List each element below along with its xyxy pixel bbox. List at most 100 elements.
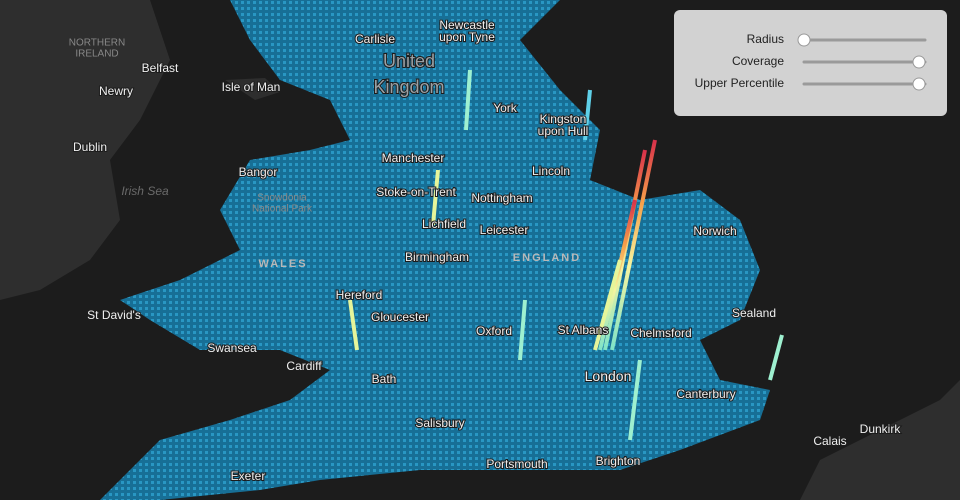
- label-line: Snowdonia: [257, 192, 307, 203]
- label-line: Brighton: [596, 454, 641, 468]
- place-label: Lichfield: [422, 217, 466, 231]
- place-label: Hereford: [336, 288, 383, 302]
- label-line: Bangor: [239, 165, 278, 179]
- label-line: Calais: [813, 434, 846, 448]
- label-line: Hereford: [336, 288, 383, 302]
- label-line: Dunkirk: [860, 422, 902, 436]
- label-line: Kingston: [540, 112, 587, 126]
- label-line: London: [585, 368, 632, 384]
- place-label: Canterbury: [676, 387, 735, 401]
- place-label: United Kingdom: [373, 51, 444, 97]
- label-line: NORTHERN: [69, 37, 125, 48]
- label-line: Stoke-on-Trent: [376, 185, 456, 199]
- place-label: Leicester: [480, 223, 529, 237]
- label-line: Cardiff: [286, 359, 322, 373]
- place-label: Sealand: [732, 306, 776, 320]
- place-label: Lincoln: [532, 164, 570, 178]
- place-label: London: [585, 368, 632, 384]
- place-label: Newry: [99, 84, 133, 98]
- label-line: Oxford: [476, 324, 512, 338]
- column: [768, 334, 784, 381]
- label-line: Canterbury: [676, 387, 735, 401]
- place-label: Dunkirk: [860, 422, 902, 436]
- place-label: Bangor: [239, 165, 278, 179]
- column: [593, 259, 622, 351]
- place-label: St Albans: [558, 323, 609, 337]
- label-line: United: [383, 51, 435, 71]
- place-label: WALES: [258, 258, 307, 270]
- label-line: Chelmsford: [630, 326, 691, 340]
- label-line: National Park: [252, 203, 313, 214]
- control-label: Radius: [747, 32, 784, 46]
- france-land: [800, 380, 960, 500]
- label-line: Carlisle: [355, 32, 395, 46]
- column: [583, 89, 592, 141]
- ireland-land: [0, 0, 170, 300]
- label-line: Swansea: [207, 341, 257, 355]
- place-label: Dublin: [73, 140, 107, 154]
- label-line: Newry: [99, 84, 133, 98]
- place-label: Norwich: [693, 224, 736, 238]
- place-label: ENGLAND: [513, 252, 581, 264]
- label-line: Newcastle: [439, 18, 495, 32]
- label-line: Kingdom: [373, 77, 444, 97]
- label-line: Isle of Man: [222, 80, 281, 94]
- label-line: Nottingham: [471, 191, 532, 205]
- label-line: Exeter: [231, 469, 266, 483]
- place-label: Salisbury: [415, 416, 464, 430]
- label-line: Lichfield: [422, 217, 466, 231]
- place-label: Manchester: [382, 151, 445, 165]
- label-line: upon Tyne: [439, 30, 495, 44]
- label-line: Dublin: [73, 140, 107, 154]
- place-label: Oxford: [476, 324, 512, 338]
- slider-thumb[interactable]: [797, 33, 811, 47]
- place-label: Belfast: [142, 61, 179, 75]
- place-label: Stoke-on-Trent: [376, 185, 456, 199]
- place-label: St David's: [87, 308, 141, 322]
- slider-thumb[interactable]: [912, 55, 926, 69]
- place-label: Chelmsford: [630, 326, 691, 340]
- label-line: Portsmouth: [486, 457, 547, 471]
- label-line: St David's: [87, 308, 141, 322]
- place-label: Newcastle upon Tyne: [439, 18, 495, 44]
- label-line: Manchester: [382, 151, 445, 165]
- column: [464, 69, 472, 131]
- slider-thumb[interactable]: [912, 77, 926, 91]
- label-line: St Albans: [558, 323, 609, 337]
- place-label: Kingston upon Hull: [538, 112, 589, 138]
- label-line: upon Hull: [538, 124, 589, 138]
- place-label: Nottingham: [471, 191, 532, 205]
- control-label: Upper Percentile: [695, 76, 785, 90]
- place-label: Gloucester: [371, 310, 429, 324]
- label-line: York: [493, 101, 518, 115]
- place-label: Brighton: [596, 454, 641, 468]
- label-line: Salisbury: [415, 416, 464, 430]
- great-britain-columns: [100, 0, 770, 500]
- place-label: Exeter: [231, 469, 266, 483]
- isle-of-man: [225, 78, 280, 100]
- column: [628, 359, 642, 441]
- place-label: Irish Sea: [121, 184, 169, 198]
- column: [348, 299, 359, 351]
- label-line: WALES: [258, 258, 307, 270]
- label-line: Belfast: [142, 61, 179, 75]
- label-line: Leicester: [480, 223, 529, 237]
- place-label: Snowdonia National Park: [252, 192, 313, 214]
- label-line: Irish Sea: [121, 184, 169, 198]
- place-label: Carlisle: [355, 32, 395, 46]
- place-label: NORTHERN IRELAND: [69, 37, 125, 59]
- label-line: Sealand: [732, 306, 776, 320]
- place-label: York: [493, 101, 518, 115]
- place-label: Cardiff: [286, 359, 322, 373]
- label-line: IRELAND: [75, 48, 118, 59]
- column: [610, 139, 657, 351]
- control-label: Coverage: [732, 54, 784, 68]
- place-label: Swansea: [207, 341, 257, 355]
- label-line: Birmingham: [405, 250, 469, 264]
- column: [431, 169, 440, 226]
- label-line: Norwich: [693, 224, 736, 238]
- place-label: Portsmouth: [486, 457, 547, 471]
- label-line: Gloucester: [371, 310, 429, 324]
- column: [518, 299, 527, 361]
